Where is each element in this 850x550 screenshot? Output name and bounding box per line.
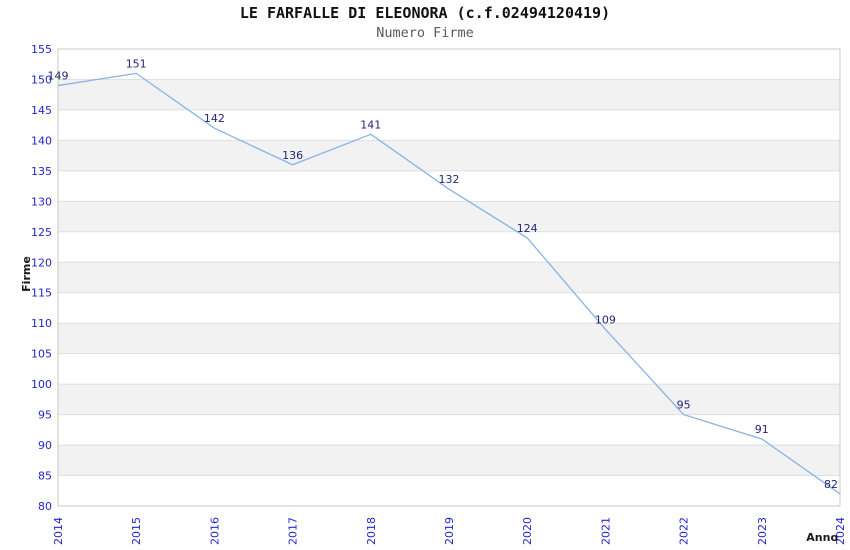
y-tick-label: 95 — [38, 409, 52, 422]
chart-title: LE FARFALLE DI ELEONORA (c.f.02494120419… — [239, 4, 611, 22]
y-tick-label: 100 — [31, 378, 52, 391]
data-point-label: 95 — [677, 399, 691, 412]
y-tick-label: 125 — [31, 226, 52, 239]
x-tick-label: 2020 — [521, 517, 534, 545]
x-tick-label: 2017 — [287, 517, 300, 545]
y-tick-label: 110 — [31, 317, 52, 330]
chart-generated-layer: 80 85 90 95 100 105 110 115 120 125 130 135 140 145 15… — [31, 43, 847, 545]
y-tick-label: 135 — [31, 165, 52, 178]
plot-band — [58, 445, 840, 476]
y-tick-label: 105 — [31, 348, 52, 361]
y-tick-label: 85 — [38, 470, 52, 483]
x-tick-label: 2021 — [599, 517, 612, 545]
y-axis-title: Firme — [20, 256, 33, 292]
plot-band — [58, 262, 840, 293]
y-tick-label: 140 — [31, 134, 52, 147]
x-tick-label: 2016 — [208, 517, 221, 545]
plot-band — [58, 140, 840, 171]
x-tick-label: 2014 — [52, 517, 65, 545]
data-point-label: 109 — [595, 313, 616, 326]
data-line — [57, 72, 841, 495]
data-point-label: 124 — [517, 222, 538, 235]
x-tick-label: 2024 — [834, 517, 847, 545]
plot-band — [58, 79, 840, 110]
x-tick-label: 2022 — [678, 517, 691, 545]
y-tick-label: 145 — [31, 104, 52, 117]
x-tick-label: 2018 — [365, 517, 378, 545]
y-tick-label: 150 — [31, 73, 52, 86]
data-point-label: 151 — [126, 57, 147, 70]
y-tick-label: 120 — [31, 256, 52, 269]
data-point-label: 149 — [48, 70, 69, 83]
x-axis-title: Anno — [806, 531, 838, 544]
data-point-label: 91 — [755, 423, 769, 436]
y-tick-label: 90 — [38, 439, 52, 452]
plot-border — [57, 48, 841, 507]
y-tick-label: 155 — [31, 43, 52, 56]
chart-subtitle: Numero Firme — [376, 25, 474, 41]
x-tick-label: 2023 — [756, 517, 769, 545]
data-point-label: 82 — [824, 478, 838, 491]
x-tick-label: 2015 — [130, 517, 143, 545]
y-tick-label: 115 — [31, 287, 52, 300]
plot-band — [58, 323, 840, 354]
data-point-label: 132 — [439, 173, 460, 186]
data-point-label: 136 — [282, 149, 303, 162]
plot-band — [58, 201, 840, 232]
y-tick-label: 130 — [31, 195, 52, 208]
data-point-label: 142 — [204, 112, 225, 125]
data-point-label: 141 — [360, 118, 381, 131]
y-tick-label: 80 — [38, 500, 52, 513]
plot-band — [58, 384, 840, 415]
x-tick-label: 2019 — [443, 517, 456, 545]
